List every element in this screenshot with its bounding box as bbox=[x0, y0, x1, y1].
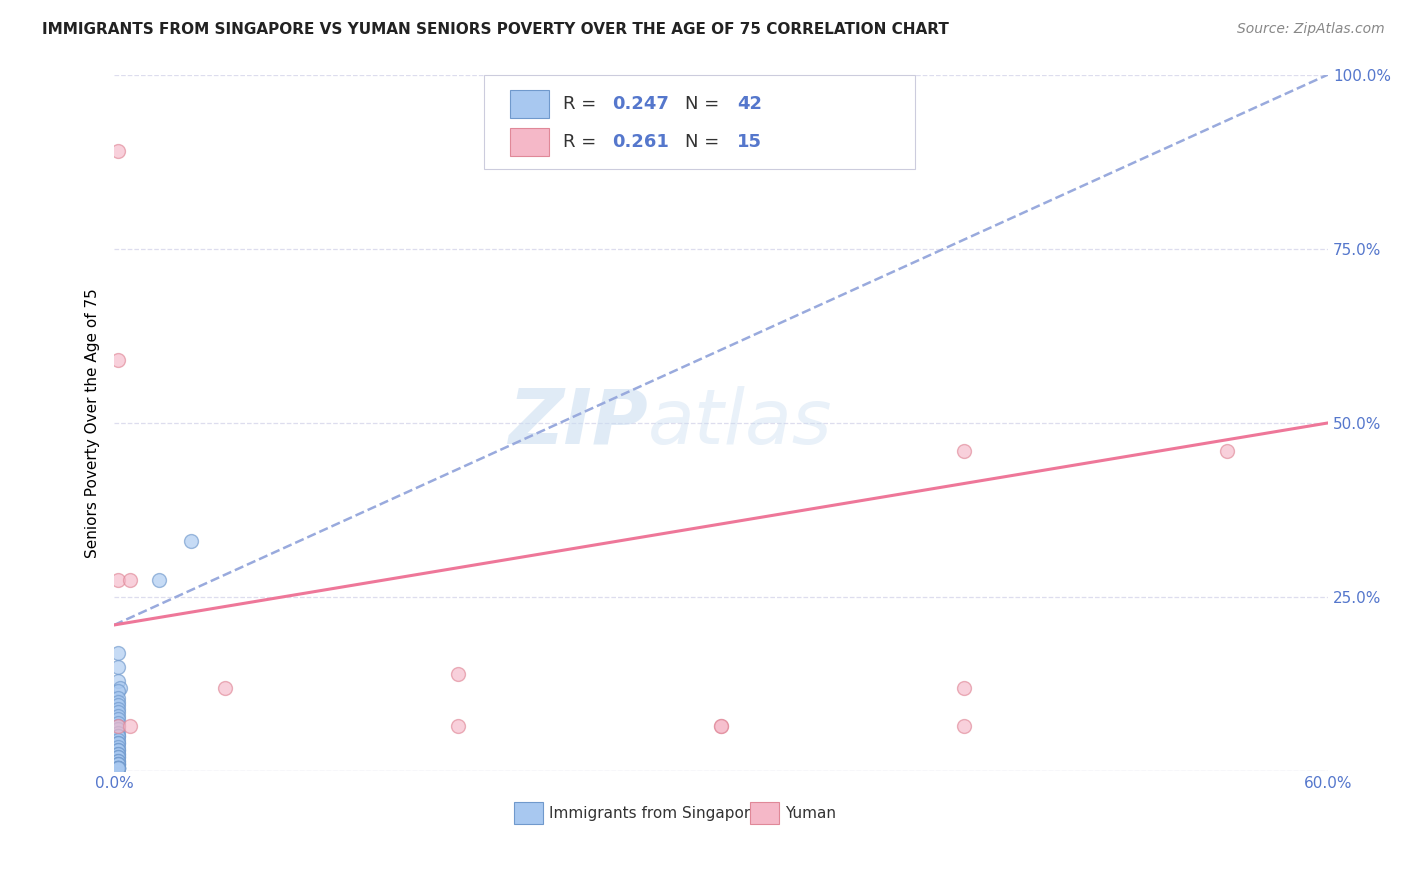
FancyBboxPatch shape bbox=[513, 802, 543, 824]
Point bbox=[107, 573, 129, 587]
Point bbox=[107, 761, 129, 775]
Point bbox=[107, 754, 129, 768]
Point bbox=[107, 747, 129, 761]
Point bbox=[107, 761, 129, 775]
Point bbox=[107, 747, 129, 761]
Point bbox=[953, 443, 976, 458]
Point bbox=[180, 534, 202, 549]
Point bbox=[107, 757, 129, 772]
Y-axis label: Seniors Poverty Over the Age of 75: Seniors Poverty Over the Age of 75 bbox=[86, 288, 100, 558]
Point bbox=[107, 761, 129, 775]
Text: N =: N = bbox=[685, 95, 724, 113]
Point bbox=[107, 673, 129, 688]
Point bbox=[107, 750, 129, 764]
Point bbox=[107, 695, 129, 709]
Point bbox=[107, 730, 129, 744]
Point bbox=[1216, 443, 1239, 458]
Point bbox=[107, 705, 129, 719]
Point bbox=[107, 730, 129, 744]
Point bbox=[953, 719, 976, 733]
Point bbox=[107, 708, 129, 723]
Point bbox=[214, 681, 236, 695]
Point bbox=[107, 691, 129, 706]
Text: IMMIGRANTS FROM SINGAPORE VS YUMAN SENIORS POVERTY OVER THE AGE OF 75 CORRELATIO: IMMIGRANTS FROM SINGAPORE VS YUMAN SENIO… bbox=[42, 22, 949, 37]
Point bbox=[107, 761, 129, 775]
Point bbox=[953, 681, 976, 695]
Text: Immigrants from Singapore: Immigrants from Singapore bbox=[548, 805, 759, 821]
Point bbox=[107, 761, 129, 775]
Text: Yuman: Yuman bbox=[786, 805, 837, 821]
Point bbox=[710, 719, 733, 733]
Point bbox=[107, 719, 129, 733]
Point bbox=[107, 757, 129, 772]
Point bbox=[120, 573, 142, 587]
Text: N =: N = bbox=[685, 133, 724, 151]
Point bbox=[107, 761, 129, 775]
Point bbox=[107, 715, 129, 730]
Text: 15: 15 bbox=[737, 133, 762, 151]
Point bbox=[148, 573, 170, 587]
Point bbox=[107, 761, 129, 775]
Point bbox=[447, 719, 470, 733]
Text: Source: ZipAtlas.com: Source: ZipAtlas.com bbox=[1237, 22, 1385, 37]
Point bbox=[107, 701, 129, 715]
Point bbox=[107, 750, 129, 764]
FancyBboxPatch shape bbox=[510, 128, 548, 155]
Text: 0.261: 0.261 bbox=[612, 133, 669, 151]
Point bbox=[107, 754, 129, 768]
Point bbox=[107, 723, 129, 737]
FancyBboxPatch shape bbox=[510, 90, 548, 118]
Point bbox=[710, 719, 733, 733]
Point bbox=[447, 666, 470, 681]
Point bbox=[107, 144, 129, 158]
Point bbox=[107, 659, 129, 673]
Text: 42: 42 bbox=[737, 95, 762, 113]
Point bbox=[107, 743, 129, 757]
Point bbox=[107, 719, 129, 733]
Point bbox=[107, 712, 129, 726]
Text: ZIP: ZIP bbox=[509, 386, 648, 460]
Point bbox=[107, 739, 129, 754]
Point bbox=[107, 684, 129, 698]
Point bbox=[107, 757, 129, 772]
FancyBboxPatch shape bbox=[751, 802, 779, 824]
Text: R =: R = bbox=[564, 95, 602, 113]
Text: R =: R = bbox=[564, 133, 602, 151]
Text: atlas: atlas bbox=[648, 386, 832, 460]
Point bbox=[107, 698, 129, 712]
Point bbox=[110, 681, 132, 695]
FancyBboxPatch shape bbox=[485, 75, 915, 169]
Point bbox=[120, 719, 142, 733]
Text: 0.247: 0.247 bbox=[612, 95, 669, 113]
Point bbox=[107, 353, 129, 368]
Point bbox=[107, 736, 129, 750]
Point bbox=[107, 736, 129, 750]
Point bbox=[107, 726, 129, 740]
Point bbox=[107, 646, 129, 660]
Point bbox=[107, 733, 129, 747]
Point bbox=[107, 743, 129, 757]
